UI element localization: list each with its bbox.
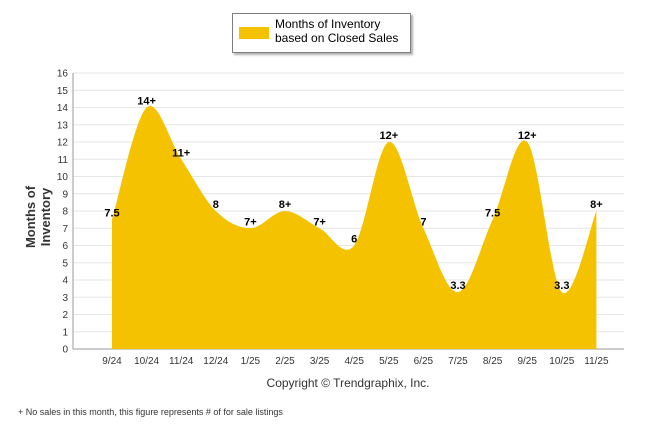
x-tick-label: 2/25	[275, 356, 295, 367]
y-tick-label: 15	[57, 86, 69, 97]
copyright: Copyright © Trendgraphix, Inc.	[266, 376, 430, 390]
x-tick-label: 12/24	[203, 356, 228, 367]
data-label: 11+	[172, 147, 190, 159]
data-label: 7.5	[485, 208, 500, 220]
y-tick-label: 7	[62, 224, 68, 235]
y-tick-label: 13	[57, 120, 69, 131]
y-tick-label: 14	[57, 103, 69, 114]
data-label: 12+	[379, 130, 398, 142]
y-tick-label: 6	[62, 241, 68, 252]
data-label: 12+	[518, 130, 537, 142]
data-label: 3.3	[450, 280, 465, 292]
x-tick-label: 7/25	[448, 356, 468, 367]
data-label: 7.5	[104, 208, 119, 220]
x-tick-label: 10/25	[549, 356, 574, 367]
y-tick-label: 12	[57, 138, 69, 149]
x-axis-ticks: 9/24 10/24 11/24 12/24 1/25 2/25 3/25 4/25 5/25 6…	[102, 356, 609, 367]
data-label: 14+	[137, 96, 156, 108]
x-tick-label: 3/25	[310, 356, 330, 367]
y-tick-label: 16	[57, 69, 69, 80]
y-tick-label: 8	[62, 207, 68, 218]
x-tick-label: 4/25	[344, 356, 364, 367]
data-label: 3.3	[554, 280, 569, 292]
x-tick-label: 10/24	[134, 356, 159, 367]
y-tick-label: 9	[62, 189, 68, 200]
data-labels: 7.5 14+ 11+ 8 7+ 8+ 7+ 6 12+ 7 3.3 7.5 12+ 3.3 8+	[104, 96, 602, 293]
data-label: 8+	[590, 199, 603, 211]
x-tick-label: 9/25	[517, 356, 537, 367]
y-tick-label: 2	[62, 310, 68, 321]
legend-label: Months of Inventory based on Closed Sale…	[275, 17, 399, 45]
legend-swatch	[239, 27, 269, 39]
x-tick-label: 6/25	[414, 356, 434, 367]
y-axis-title: Months of Inventory	[23, 185, 53, 249]
y-tick-label: 10	[57, 172, 69, 183]
x-tick-label: 8/25	[483, 356, 503, 367]
x-tick-label: 11/25	[584, 356, 609, 367]
footnote: + No sales in this month, this figure re…	[18, 407, 283, 417]
y-tick-label: 1	[62, 327, 68, 338]
y-tick-label: 5	[62, 258, 68, 269]
y-tick-label: 4	[62, 276, 68, 287]
legend: Months of Inventory based on Closed Sale…	[232, 13, 411, 53]
data-label: 7+	[313, 216, 326, 228]
data-label: 8+	[279, 199, 292, 211]
data-label: 6	[351, 234, 357, 246]
x-tick-label: 5/25	[379, 356, 399, 367]
x-tick-label: 9/24	[102, 356, 122, 367]
y-tick-label: 3	[62, 293, 68, 304]
data-label: 7	[420, 216, 426, 228]
y-tick-label: 11	[58, 155, 69, 166]
series-area	[112, 106, 597, 350]
data-label: 7+	[244, 216, 257, 228]
data-label: 8	[213, 199, 219, 211]
y-tick-label: 0	[62, 345, 68, 356]
x-tick-label: 1/25	[241, 356, 261, 367]
x-tick-label: 11/24	[169, 356, 194, 367]
